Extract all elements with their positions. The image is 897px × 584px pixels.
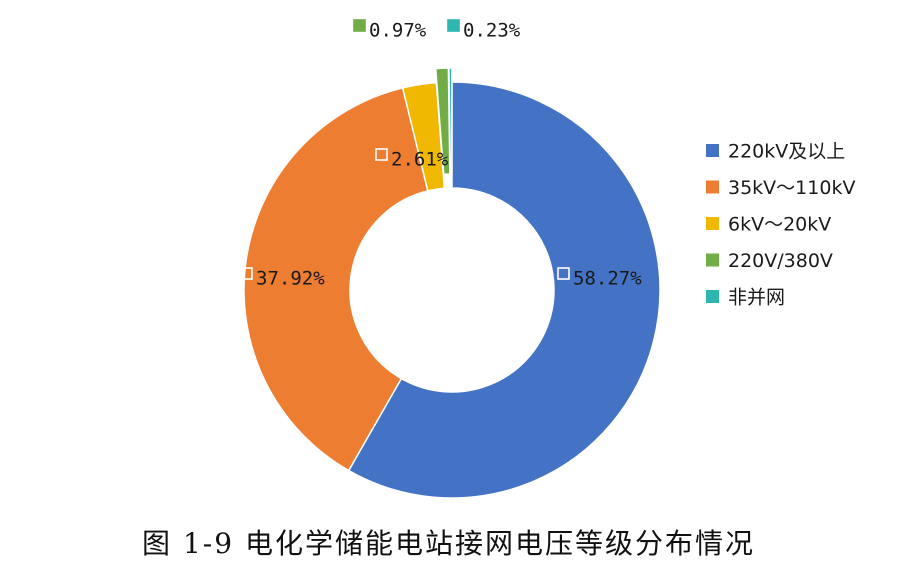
data-label-1: 37.92% [256,268,325,290]
slice-4 [448,67,453,175]
data-label-marker-1 [240,267,253,280]
legend-swatch-4 [706,290,719,303]
data-label-marker-3 [353,19,366,32]
data-label-marker-4 [447,19,460,32]
data-label-marker-0 [557,267,570,280]
donut-chart: 58.27% 37.92% 2.61% 0.97% 0.23% 220kV及以上 35kV… [240,19,856,499]
data-label-3: 0.97% [369,20,427,42]
figure-caption: 图 1-9 电化学储能电站接网电压等级分布情况 [142,527,755,560]
legend: 220kV及以上 35kV～110kV 6kV～20kV 220V/380V 非并网 [706,141,855,309]
data-label-4: 0.23% [463,20,521,42]
slice-0 [347,81,661,499]
legend-label-4: 非并网 [728,287,785,309]
legend-swatch-3 [706,253,719,267]
slice-1 [243,87,429,472]
slices-group [243,67,661,499]
legend-swatch-1 [706,180,719,194]
legend-swatch-0 [706,144,719,157]
data-labels-group: 58.27% 37.92% 2.61% 0.97% 0.23% [240,19,642,290]
data-label-2: 2.61% [391,149,449,171]
slice-2 [401,81,446,192]
legend-label-2: 6kV～20kV [728,214,831,236]
legend-swatch-2 [706,217,719,230]
legend-label-3: 220V/380V [728,250,833,272]
data-label-marker-2 [375,148,388,161]
data-label-0: 58.27% [573,268,642,290]
legend-label-0: 220kV及以上 [728,141,845,163]
legend-label-1: 35kV～110kV [728,177,855,199]
